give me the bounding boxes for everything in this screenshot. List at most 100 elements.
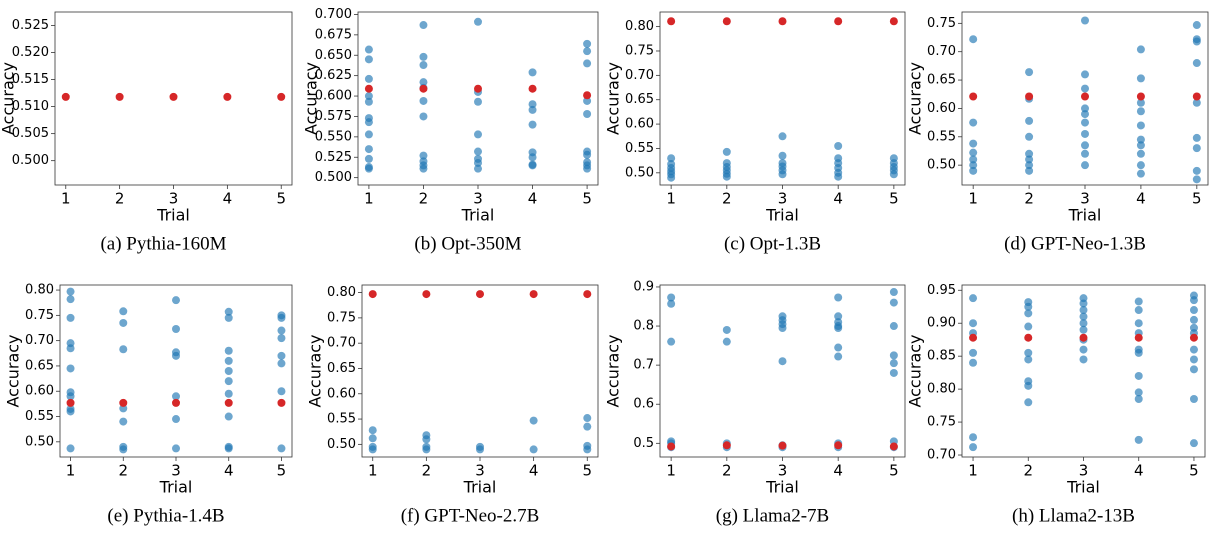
y-tick-label: 0.60 <box>327 386 356 401</box>
point <box>1025 155 1034 164</box>
x-tick-label: 5 <box>582 462 592 480</box>
point <box>119 417 128 426</box>
point <box>583 150 592 159</box>
point <box>889 17 898 26</box>
x-tick-label: 2 <box>1023 462 1033 480</box>
point <box>224 377 233 386</box>
y-axis-label: Accuracy <box>906 62 925 135</box>
caption: (e) Pythia-1.4B <box>107 505 224 526</box>
point <box>364 118 373 127</box>
point <box>778 132 787 141</box>
x-tick-label: 3 <box>778 190 788 208</box>
point <box>1134 319 1143 328</box>
point <box>277 92 286 101</box>
y-tick-label: 0.550 <box>315 129 352 144</box>
y-tick-label: 0.55 <box>625 141 654 156</box>
point <box>364 84 373 93</box>
point <box>364 74 373 83</box>
y-tick-label: 0.75 <box>927 16 956 31</box>
point <box>66 444 75 453</box>
x-tick-label: 3 <box>778 462 788 480</box>
point <box>1192 175 1201 184</box>
point <box>722 17 731 26</box>
y-axis-label: Accuracy <box>306 334 325 407</box>
x-axis-label: Trial <box>159 478 193 497</box>
point <box>1081 141 1089 150</box>
point <box>889 298 898 307</box>
point <box>889 351 898 360</box>
y-tick-label: 0.50 <box>625 165 654 180</box>
point <box>1024 381 1033 390</box>
y-tick-label: 0.625 <box>315 68 352 83</box>
y-tick-label: 0.505 <box>12 126 49 141</box>
subplot: 0.500 0.525 0.550 0.575 0.600 0.625 0.650 0.675… <box>302 7 599 254</box>
point <box>172 325 180 334</box>
point <box>419 21 428 30</box>
point <box>115 92 124 101</box>
x-axis-label: Trial <box>765 478 799 497</box>
point <box>119 445 128 454</box>
point <box>667 442 676 451</box>
x-tick-label: 1 <box>666 462 676 480</box>
point <box>422 445 431 454</box>
point <box>529 416 538 425</box>
y-tick-label: 0.65 <box>927 73 956 88</box>
point <box>1024 348 1033 357</box>
point <box>119 398 128 407</box>
y-tick-label: 0.700 <box>315 7 352 22</box>
point <box>474 158 482 167</box>
point <box>778 17 787 26</box>
point <box>66 364 75 373</box>
x-tick-label: 5 <box>276 190 286 208</box>
y-tick-label: 0.70 <box>327 336 356 351</box>
point <box>667 299 676 308</box>
point <box>834 441 843 450</box>
point <box>419 52 428 61</box>
point <box>583 59 592 68</box>
point <box>277 387 286 396</box>
x-tick-label: 4 <box>224 462 234 480</box>
point <box>1134 435 1143 444</box>
point <box>419 96 428 105</box>
x-tick-label: 4 <box>833 462 843 480</box>
y-axis-label: Accuracy <box>302 62 321 135</box>
subplot: 0.500 0.505 0.510 0.515 0.520 0.525 1 2 3 4 5 Trial… <box>0 11 293 254</box>
point <box>583 96 592 105</box>
point <box>1192 166 1201 175</box>
point <box>224 412 233 421</box>
point <box>1192 92 1201 101</box>
point <box>224 367 233 375</box>
x-tick-label: 2 <box>722 462 732 480</box>
point <box>1079 306 1088 315</box>
point <box>364 130 373 139</box>
point <box>1025 132 1034 141</box>
subplot: 0.50 0.55 0.60 0.65 0.70 0.75 0.80 1 2 3 4 5 Trial Ac… <box>306 284 599 526</box>
point <box>1192 21 1201 30</box>
x-tick-label: 1 <box>968 462 978 480</box>
y-axis-label: Accuracy <box>0 62 18 135</box>
point <box>778 170 787 179</box>
point <box>172 398 180 407</box>
point <box>419 78 428 87</box>
point <box>834 312 843 321</box>
point <box>224 444 233 453</box>
point <box>667 337 676 346</box>
point <box>528 100 537 109</box>
point <box>528 105 537 114</box>
y-tick-label: 0.50 <box>327 437 356 452</box>
y-tick-label: 0.515 <box>12 72 49 87</box>
point <box>583 414 592 423</box>
point <box>1134 371 1143 380</box>
point <box>1136 98 1145 107</box>
point <box>1079 355 1088 364</box>
y-tick-label: 0.6 <box>633 397 654 412</box>
point <box>969 35 978 44</box>
point <box>528 68 537 77</box>
point <box>1024 302 1033 311</box>
y-tick-label: 0.50 <box>927 158 956 173</box>
caption: (a) Pythia-160M <box>100 233 226 254</box>
caption: (d) GPT-Neo-1.3B <box>1004 233 1146 254</box>
y-tick-label: 0.70 <box>927 448 956 463</box>
point <box>528 161 537 170</box>
point <box>476 445 484 454</box>
